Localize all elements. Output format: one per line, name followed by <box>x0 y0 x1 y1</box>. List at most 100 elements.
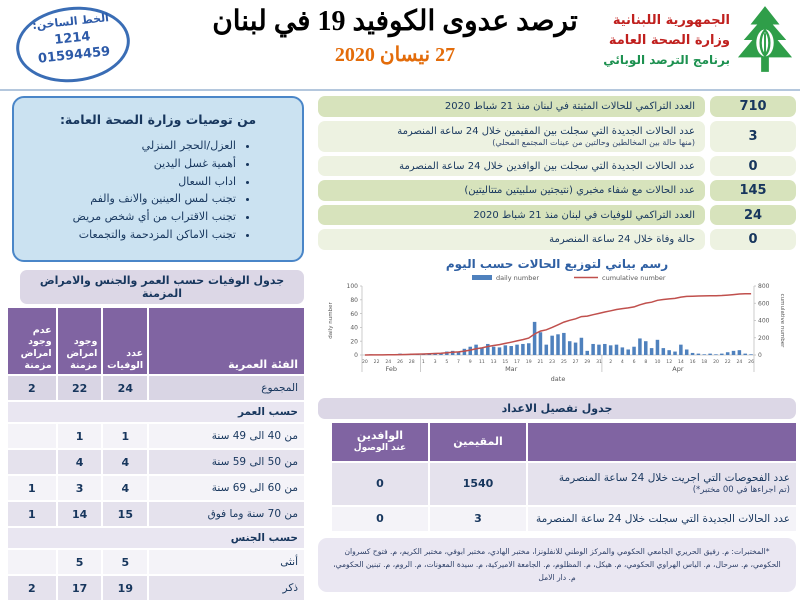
x-tick-day: 18 <box>701 359 707 365</box>
x-tick-day: 11 <box>479 359 485 365</box>
x-tick-day: 9 <box>469 359 472 365</box>
details-table: المقيمين الوافدين عند الوصول عدد الفحوصات ا… <box>318 422 796 531</box>
arrivals-value: 0 <box>332 462 428 505</box>
stat-row: 3 عدد الحالات الجديدة التي سجلت بين المقي… <box>318 120 796 152</box>
details-header-residents: المقيمين <box>430 422 526 461</box>
y-tick-right: 600 <box>758 300 770 307</box>
recommendation-item: تجنب الاماكن المزدحمة والتجمعات <box>34 226 236 244</box>
daily-bar <box>737 349 742 355</box>
daily-bar <box>696 353 701 355</box>
daily-bar <box>684 349 689 355</box>
details-label-text: عدد الحالات الجديدة التي سجلت خلال 24 سا… <box>535 512 790 525</box>
daily-bar <box>591 343 595 355</box>
stat-label-text: عدد الحالات الجديدة التي سجلت بين المقيم… <box>397 125 695 137</box>
y-tick-right: 0 <box>758 352 762 359</box>
deaths-count-cell: 19 <box>103 576 148 600</box>
stat-row: 145 عدد الحالات مع شفاء مخبري (نتيجتين سل… <box>318 180 796 201</box>
deaths-count-cell: 1 <box>103 424 148 448</box>
daily-bar <box>661 347 666 355</box>
stat-label-text: العدد التراكمي للحالات المثبتة في لبنان … <box>444 101 695 112</box>
stat-label: العدد التراكمي للحالات المثبتة في لبنان … <box>318 96 705 117</box>
stat-row: 0 عدد الحالات الجديدة التي سجلت بين الواف… <box>318 155 796 177</box>
daily-bar <box>526 343 531 355</box>
legend-daily-label: daily number <box>496 274 539 282</box>
stat-label: العدد التراكمي للوفيات في لبنان منذ 21 ش… <box>318 204 705 226</box>
chronic-no-cell: 1 <box>8 476 56 500</box>
report-date: 27 نيسان 2020 <box>334 44 456 67</box>
chronic-yes-cell: 17 <box>57 576 102 600</box>
daily-bar <box>579 337 584 355</box>
ministry-line3: برنامج الترصد الوبائي <box>603 52 730 67</box>
details-header-arrivals: الوافدين عند الوصول <box>332 422 428 461</box>
daily-bar <box>644 340 648 355</box>
deaths-row-label: من 70 سنة وما فوق <box>149 502 304 526</box>
y-tick-left: 80 <box>350 297 358 304</box>
stat-label-text: حالة وفاة خلال 24 ساعة المنصرمة <box>549 234 695 246</box>
x-tick-day: 20 <box>362 359 368 365</box>
daily-bar <box>690 352 695 355</box>
arrivals-value: 0 <box>332 506 428 531</box>
deaths-table-row: من 40 الى 49 سنة 1 1 <box>8 424 304 448</box>
deaths-row-label: المجموع <box>149 376 304 400</box>
x-tick-day: 10 <box>655 359 661 365</box>
x-tick-day: 24 <box>736 359 742 365</box>
x-tick-day: 28 <box>409 359 415 365</box>
deaths-table-row: من 50 الى 59 سنة 4 4 <box>8 450 304 474</box>
stat-label-text: عدد الحالات الجديدة التي سجلت بين الوافد… <box>399 160 695 172</box>
stat-value: 145 <box>710 180 796 201</box>
daily-bar <box>509 345 513 355</box>
y-tick-left: 0 <box>354 352 358 359</box>
x-tick-day: 25 <box>561 359 567 365</box>
stat-label: حالة وفاة خلال 24 ساعة المنصرمة <box>318 229 705 250</box>
chronic-no-cell: 2 <box>8 376 56 400</box>
y-tick-left: 100 <box>347 283 359 290</box>
stat-sublabel: (منها حالة بين المخالطين وحالتين من عينا… <box>492 138 695 147</box>
ministry-text: الجمهورية اللبنانية وزارة الصحة العامة ب… <box>603 11 730 70</box>
y-axis-title-right: cumulative number <box>779 293 785 348</box>
deaths-table-row: ذكر 19 17 2 <box>8 576 304 600</box>
daily-bar <box>521 343 525 355</box>
deaths-count-cell: 24 <box>103 376 148 400</box>
report-header: الجمهورية اللبنانية وزارة الصحة العامة ب… <box>0 0 800 88</box>
recommendation-item: اداب السعال <box>34 173 236 191</box>
daily-bar <box>667 349 671 355</box>
x-tick-day: 13 <box>491 359 497 365</box>
deaths-table-row: من 70 سنة وما فوق 15 14 1 <box>8 502 304 526</box>
x-tick-day: 24 <box>385 359 391 365</box>
details-sublabel: (تم اجراءها في 00 مختبر*) <box>692 485 790 496</box>
arrivals-line1: الوافدين <box>356 428 404 442</box>
daily-bar <box>503 345 508 355</box>
details-table-row: عدد الفحوصات التي اجريت خلال 24 ساعة الم… <box>318 462 796 505</box>
daily-bar <box>538 332 543 355</box>
chart-title: رسم بياني لتوزيع الحالات حسب اليوم <box>445 256 669 271</box>
deaths-table-row: من 60 الى 69 سنة 4 3 1 <box>8 476 304 500</box>
stat-row: 710 العدد التراكمي للحالات المثبتة في لبن… <box>318 96 796 117</box>
daily-bar <box>708 353 712 355</box>
deaths-table-header-cell: عدد الوفيات <box>103 308 148 374</box>
deaths-table-section-row: حسب الجنس <box>8 528 304 548</box>
daily-bar <box>649 347 654 355</box>
chronic-yes-cell: 1 <box>57 424 102 448</box>
daily-bar <box>474 344 478 355</box>
residents-value: 1540 <box>430 462 526 505</box>
x-tick-day: 26 <box>748 359 754 365</box>
stat-value: 24 <box>710 204 796 226</box>
deaths-table-header-cell: عدم وجود امراض مزمنة <box>8 308 56 374</box>
deaths-table-row: المجموع 24 22 2 <box>8 376 304 400</box>
y-tick-left: 20 <box>350 338 358 345</box>
daily-bar <box>725 352 730 355</box>
hotline-badge: الخط الساخن: 1214 01594459 <box>12 1 134 88</box>
daily-bar <box>731 350 736 355</box>
ministry-line2: وزارة الصحة العامة <box>608 32 730 48</box>
recommendation-item: تجنب الاقتراب من أي شخص مريض <box>34 208 236 226</box>
daily-bar <box>679 344 683 355</box>
deaths-table-row: أنثى 5 5 <box>8 550 304 574</box>
deaths-table-header-cell: الفئة العمرية <box>149 308 304 374</box>
x-tick-day: 5 <box>445 359 448 365</box>
x-tick-day: 27 <box>573 359 579 365</box>
stat-label: عدد الحالات الجديدة التي سجلت بين المقيم… <box>318 120 705 152</box>
x-tick-day: 20 <box>713 359 719 365</box>
daily-bar <box>544 344 549 355</box>
deaths-table-section-label: حسب العمر <box>8 402 304 422</box>
daily-bar <box>673 351 677 355</box>
